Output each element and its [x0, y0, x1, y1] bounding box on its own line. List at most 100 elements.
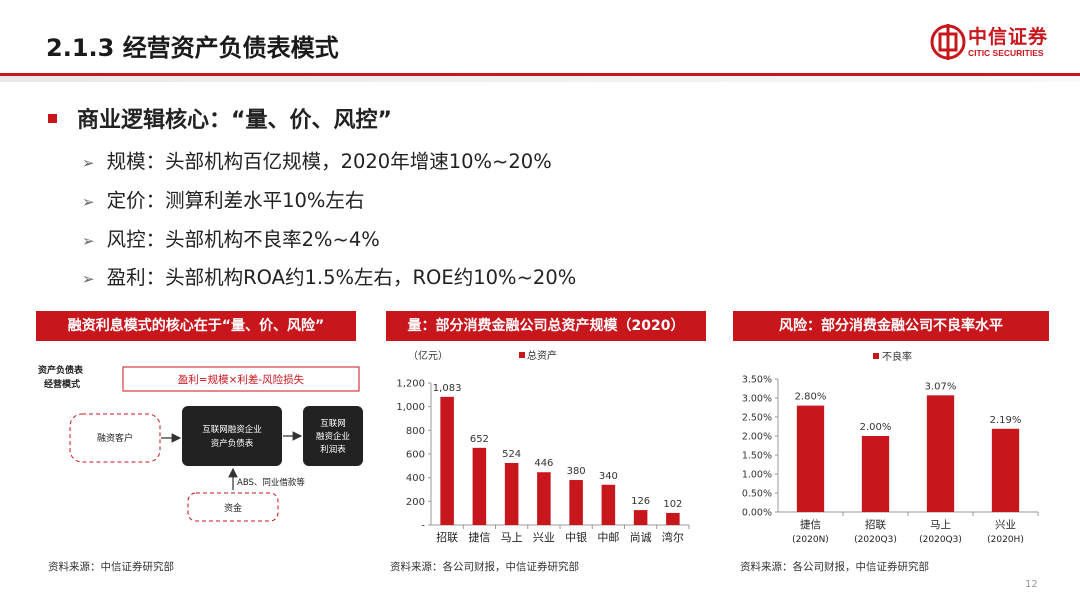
x-tick-sublabel: (2020N)	[792, 535, 829, 545]
x-tick-label: 中邮	[597, 531, 619, 544]
arrow-bullet-icon: ➢	[82, 232, 95, 250]
formula-box	[122, 366, 360, 392]
point-pricing: ➢ 定价：测算利差水平10%左右	[82, 189, 365, 212]
profit-text-1: 互联网	[320, 419, 346, 429]
funds-text: 资金	[224, 502, 242, 514]
arrow-bullet-icon: ➢	[82, 193, 95, 211]
arrow-bullet-icon: ➢	[82, 270, 95, 288]
bar-2	[504, 462, 519, 525]
page-number: 12	[1025, 579, 1038, 590]
arrow-bullet-icon: ➢	[82, 154, 95, 172]
bar-2	[926, 395, 955, 512]
bar-6	[633, 510, 648, 525]
point-profit: ➢ 盈利：头部机构ROA约1.5%左右，ROE约10%~20%	[82, 266, 577, 289]
bar-7	[666, 512, 680, 525]
point-risk: ➢ 风控：头部机构不良率2%~4%	[82, 228, 380, 251]
data-label: 524	[502, 449, 521, 460]
citic-logo: 中信证券 CITIC SECURITIES	[930, 20, 1060, 66]
bar-1	[861, 436, 890, 512]
data-label: 652	[470, 434, 489, 445]
x-tick-label: 马上	[930, 519, 951, 531]
funds-box	[187, 492, 279, 522]
data-label: 102	[663, 499, 682, 510]
x-tick-label: 中银	[565, 530, 587, 544]
y-tick-label: 2.50%	[742, 413, 772, 424]
y-tick-label: 1,200	[396, 379, 425, 390]
npl-legend-swatch	[873, 353, 879, 359]
data-label: 2.80%	[795, 392, 827, 403]
y-tick-label: 3.00%	[742, 394, 772, 405]
main-heading: 商业逻辑核心：“量、价、风控”	[48, 102, 392, 134]
bar-4	[569, 480, 583, 525]
assets-chart-header: 量：部分消费金融公司总资产规模（2020）	[386, 311, 706, 341]
formula-text: 盈利=规模×利差-风险损失	[178, 373, 305, 386]
logo-text-en: CITIC SECURITIES	[968, 48, 1044, 58]
y-tick-label: 400	[406, 473, 425, 484]
citic-emblem-icon	[930, 24, 966, 60]
x-tick-label: 兴业	[533, 531, 555, 544]
y-tick-label: 600	[406, 450, 425, 461]
x-tick-label: 马上	[501, 531, 523, 544]
y-tick-label: 200	[406, 497, 425, 508]
main-heading-text: 商业逻辑核心：“量、价、风控”	[77, 108, 392, 133]
npl-source: 资料来源：各公司财报，中信证券研究部	[740, 561, 929, 573]
x-tick-label: 招联	[865, 518, 886, 531]
y-tick-label: 0.00%	[742, 508, 772, 519]
bar-5	[601, 484, 616, 525]
x-tick-label: 尚诚	[630, 530, 652, 544]
x-tick-sublabel: (2020Q3)	[919, 535, 962, 545]
profit-text-3: 利润表	[320, 444, 346, 455]
assets-legend-label: 总资产	[527, 349, 557, 362]
x-tick-label: 招联	[436, 530, 458, 544]
data-label: 446	[534, 458, 553, 469]
x-tick-label: 湾尔	[662, 530, 684, 544]
y-tick-label: -	[421, 521, 425, 532]
title-underline	[0, 73, 1080, 76]
data-label: 1,083	[433, 383, 462, 394]
x-tick-sublabel: (2020Q3)	[854, 535, 897, 545]
data-label: 340	[599, 471, 618, 482]
assets-legend-swatch	[519, 352, 525, 358]
y-tick-label: 1,000	[396, 402, 425, 413]
point-scale: ➢ 规模：头部机构百亿规模，2020年增速10%~20%	[82, 150, 552, 173]
x-tick-label: 捷信	[800, 518, 821, 531]
center-text-1: 互联网融资企业	[202, 424, 262, 435]
bar-0	[440, 396, 454, 525]
logo-text-cn: 中信证券	[968, 26, 1049, 48]
y-tick-label: 1.50%	[742, 451, 772, 462]
bar-1	[472, 447, 487, 525]
customer-box	[69, 413, 161, 463]
title-gradient-bar	[0, 76, 1080, 82]
assets-source: 资料来源：各公司财报，中信证券研究部	[390, 561, 579, 573]
balance-sheet-diagram: 资产负债表 经营模式 盈利=规模×利差-风险损失 融资客户 互联网融资企业 资产…	[38, 364, 363, 522]
customer-text: 融资客户	[97, 432, 133, 444]
npl-legend-label: 不良率	[882, 350, 912, 363]
center-box	[182, 406, 282, 466]
bar-3	[991, 428, 1020, 512]
assets-unit-label: （亿元）	[408, 349, 448, 362]
diagram-side-label-2: 经营模式	[44, 378, 80, 390]
bar-0	[796, 405, 825, 512]
diagram-side-label-1: 资产负债表	[38, 364, 84, 376]
data-label: 126	[631, 496, 650, 507]
npl-bar-chart: 不良率 3.50% 3.00% 2.50% 2.00% 1.50% 1.00% 0.50% 0…	[742, 350, 1039, 545]
diagram-header: 融资利息模式的核心在于“量、价、风险”	[36, 311, 356, 341]
y-tick-label: 3.50%	[742, 375, 772, 386]
profit-box	[303, 406, 363, 466]
diagram-source: 资料来源：中信证券研究部	[48, 561, 174, 573]
x-tick-sublabel: (2020H)	[987, 535, 1024, 545]
y-tick-label: 800	[406, 426, 425, 437]
data-label: 2.00%	[860, 422, 892, 433]
y-tick-label: 0.50%	[742, 489, 772, 500]
data-label: 3.07%	[925, 381, 957, 392]
assets-bar-chart: （亿元） 总资产 1,200 1,000 800 600 400 200 -招联 捷信 马上 兴业…	[396, 349, 690, 544]
y-tick-label: 2.00%	[742, 432, 772, 443]
npl-chart-header: 风险：部分消费金融公司不良率水平	[733, 311, 1049, 341]
page-title: 2.1.3 经营资产负债表模式	[46, 34, 339, 62]
center-text-2: 资产负债表	[211, 438, 254, 449]
data-label: 2.19%	[990, 415, 1022, 426]
x-tick-label: 捷信	[468, 530, 490, 544]
data-label: 380	[567, 466, 586, 477]
funding-label: ABS、同业借款等	[237, 477, 305, 488]
x-tick-label: 兴业	[995, 519, 1016, 531]
